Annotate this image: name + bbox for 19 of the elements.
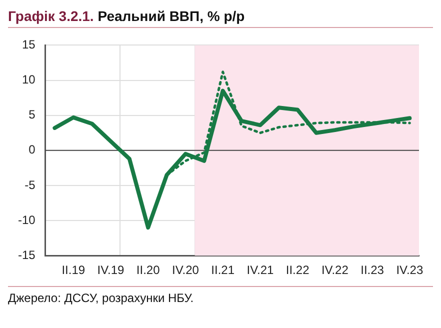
x-tick-label: IV.19 (97, 263, 125, 278)
x-tick-label: IV.21 (246, 263, 274, 278)
y-tick-label: 5 (28, 108, 36, 122)
y-tick-label: 10 (22, 72, 36, 87)
x-tick-label: II.20 (136, 263, 160, 278)
x-tick-label: II.23 (360, 263, 384, 278)
x-tick-label: IV.23 (396, 263, 424, 278)
x-tick-label: II.22 (286, 263, 310, 278)
y-tick-label: -15 (18, 248, 36, 262)
x-tick-label: IV.20 (172, 263, 200, 278)
y-tick-label: -10 (18, 212, 36, 227)
x-tick-label: IV.22 (321, 263, 349, 278)
text: Джерело: ДССУ, розрахунки НБУ. (8, 286, 433, 305)
chart-title: Графік 3.2.1. Реальний ВВП, % р/р (8, 8, 245, 24)
x-tick-label: II.19 (62, 263, 86, 278)
x-tick-label: II.21 (211, 263, 235, 278)
y-tick-label: 0 (28, 142, 36, 157)
y-tick-label: 15 (22, 38, 36, 52)
y-tick-label: -5 (24, 178, 36, 192)
